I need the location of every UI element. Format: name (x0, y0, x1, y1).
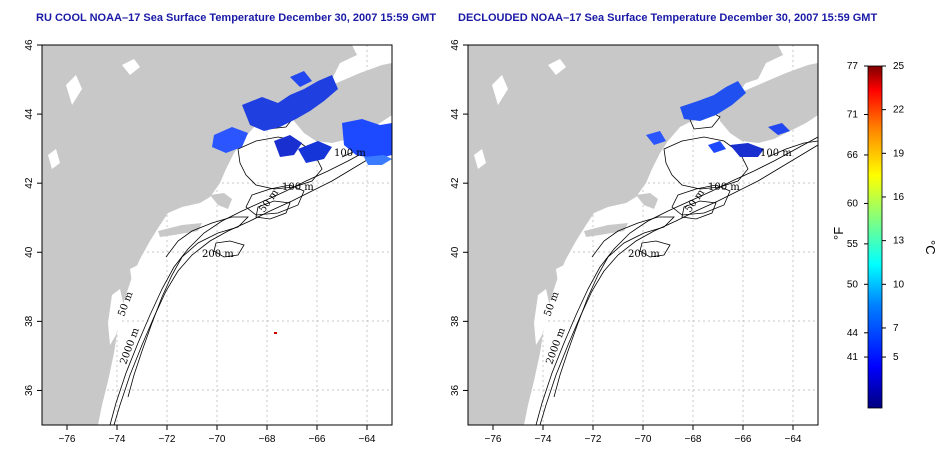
left-y-tick-label: 46 (24, 39, 35, 51)
colorbar-c-tick-label: 13 (893, 236, 905, 247)
colorbar-gradient (867, 65, 883, 409)
colorbar-f-tick-label: 55 (847, 239, 859, 250)
right-x-tick-label: −68 (685, 434, 702, 445)
left-contour-label-200: 200 m (202, 249, 234, 260)
left-y-tick-label: 38 (24, 315, 35, 327)
colorbar-c-tick-label: 16 (893, 192, 905, 203)
left-y-tick-label: 36 (24, 384, 35, 396)
colorbar-c-tick-label: 5 (893, 352, 899, 363)
left-sst-patches (212, 71, 392, 165)
colorbar-f-tick-label: 41 (847, 352, 859, 363)
right-y-tick-label: 40 (450, 246, 461, 258)
right-x-tick-label: −64 (785, 434, 802, 445)
colorbar-c-tick-label: 25 (893, 61, 905, 72)
left-x-tick-label: −64 (359, 434, 376, 445)
left-x-tick-label: −66 (309, 434, 326, 445)
right-sst-patches (646, 81, 790, 157)
left-x-tick-label: −72 (159, 434, 176, 445)
left-x-tick-label: −76 (59, 434, 76, 445)
left-contour-label-2000: 2000 m (118, 326, 142, 366)
right-x-tick-label: −76 (485, 434, 502, 445)
colorbar: 77 71 66 60 55 50 44 41 25 22 19 16 13 10 7 5 °F °C (831, 61, 938, 409)
right-x-tick-label: −70 (635, 434, 652, 445)
right-contour-label-100b: 100 m (760, 148, 792, 159)
colorbar-f-tick-label: 66 (847, 150, 859, 161)
right-x-tick-label: −74 (535, 434, 552, 445)
left-contour-label-100: 100 m (282, 182, 314, 193)
celsius-label: °C (923, 240, 938, 255)
left-contour-label-100b: 100 m (334, 148, 366, 159)
left-x-tick-label: −68 (259, 434, 276, 445)
colorbar-c-tick-label: 22 (893, 105, 905, 116)
colorbar-f-tick-label: 50 (847, 279, 859, 290)
right-y-tick-label: 46 (450, 39, 461, 51)
colorbar-f-tick-label: 44 (847, 328, 859, 339)
right-contour-label-200: 200 m (628, 249, 660, 260)
right-x-tick-label: −66 (735, 434, 752, 445)
fahrenheit-label: °F (831, 227, 846, 240)
left-y-tick-label: 40 (24, 246, 35, 258)
left-warm-pixel (274, 332, 277, 334)
colorbar-c-tick-label: 10 (893, 279, 905, 290)
colorbar-c-tick-label: 19 (893, 148, 905, 159)
left-x-tick-label: −74 (109, 434, 126, 445)
axes-layer: −76 −74 −72 −70 −68 −66 −64 46 44 42 40 38 36 −76 −74 −… (24, 39, 802, 445)
colorbar-c-tick-label: 7 (893, 323, 899, 334)
colorbar-f-tick-label: 60 (847, 198, 859, 209)
right-contour-label-50a: 50 m (683, 187, 707, 215)
left-y-tick-label: 42 (24, 177, 35, 189)
left-y-tick-label: 44 (24, 108, 35, 120)
colorbar-f-tick-label: 77 (847, 61, 859, 72)
left-map-title: RU COOL NOAA–17 Sea Surface Temperature … (36, 12, 437, 24)
right-contour-label-2000: 2000 m (544, 326, 568, 366)
right-y-tick-label: 44 (450, 108, 461, 120)
left-x-tick-label: −70 (209, 434, 226, 445)
left-map-panel: 100 m 50 m 200 m 50 m 2000 m 100 m (41, 44, 393, 426)
right-y-tick-label: 38 (450, 315, 461, 327)
right-map-panel: 100 m 50 m 200 m 50 m 2000 m 100 m (467, 44, 819, 426)
right-map-title: DECLOUDED NOAA–17 Sea Surface Temperatur… (458, 12, 878, 24)
right-y-tick-label: 36 (450, 384, 461, 396)
right-contour-label-100: 100 m (708, 182, 740, 193)
left-contour-label-50a: 50 m (257, 187, 281, 215)
colorbar-f-tick-label: 71 (847, 110, 859, 121)
right-y-tick-label: 42 (450, 177, 461, 189)
right-x-tick-label: −72 (585, 434, 602, 445)
